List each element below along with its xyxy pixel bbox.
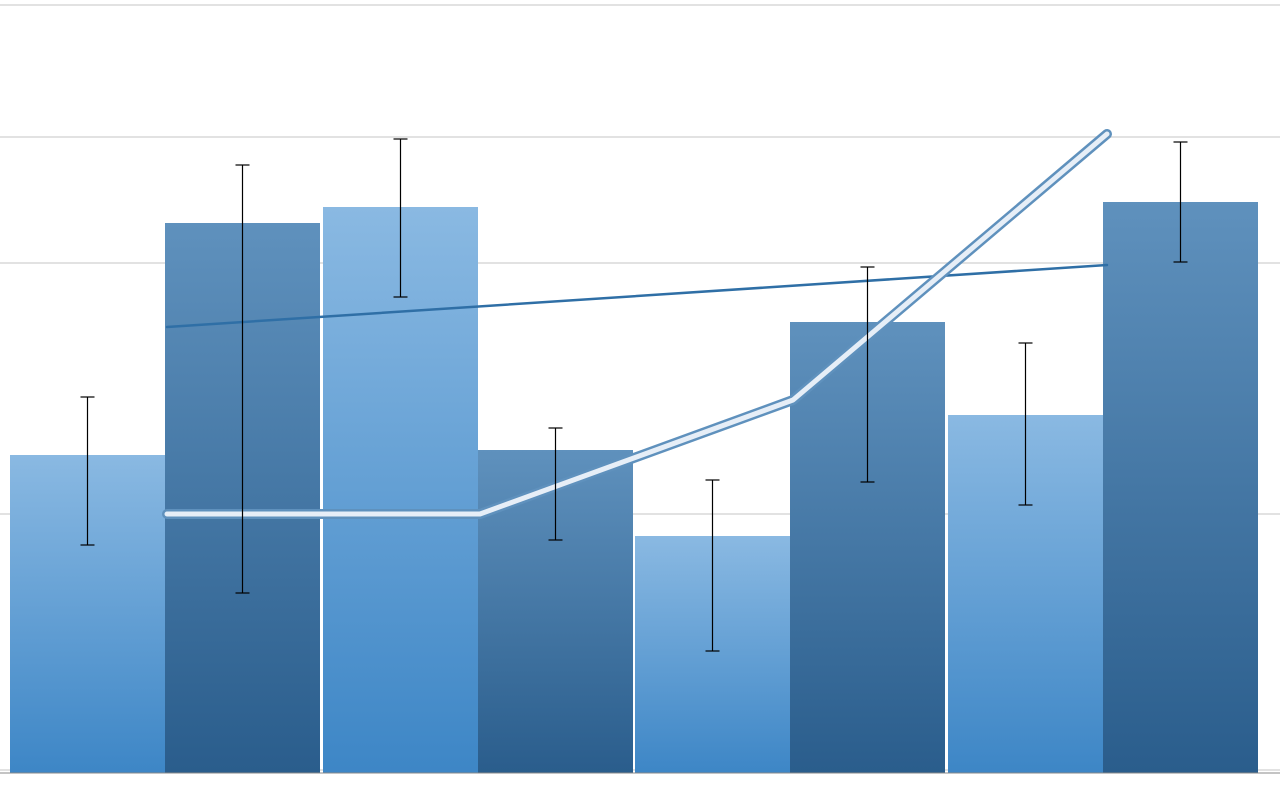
bar-line-chart (0, 0, 1280, 785)
chart-canvas (0, 0, 1280, 785)
bars (10, 202, 1258, 773)
bar-7 (1103, 202, 1258, 773)
